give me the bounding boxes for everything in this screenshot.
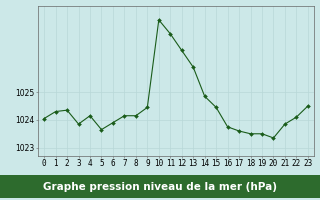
Text: Graphe pression niveau de la mer (hPa): Graphe pression niveau de la mer (hPa) [43, 182, 277, 192]
